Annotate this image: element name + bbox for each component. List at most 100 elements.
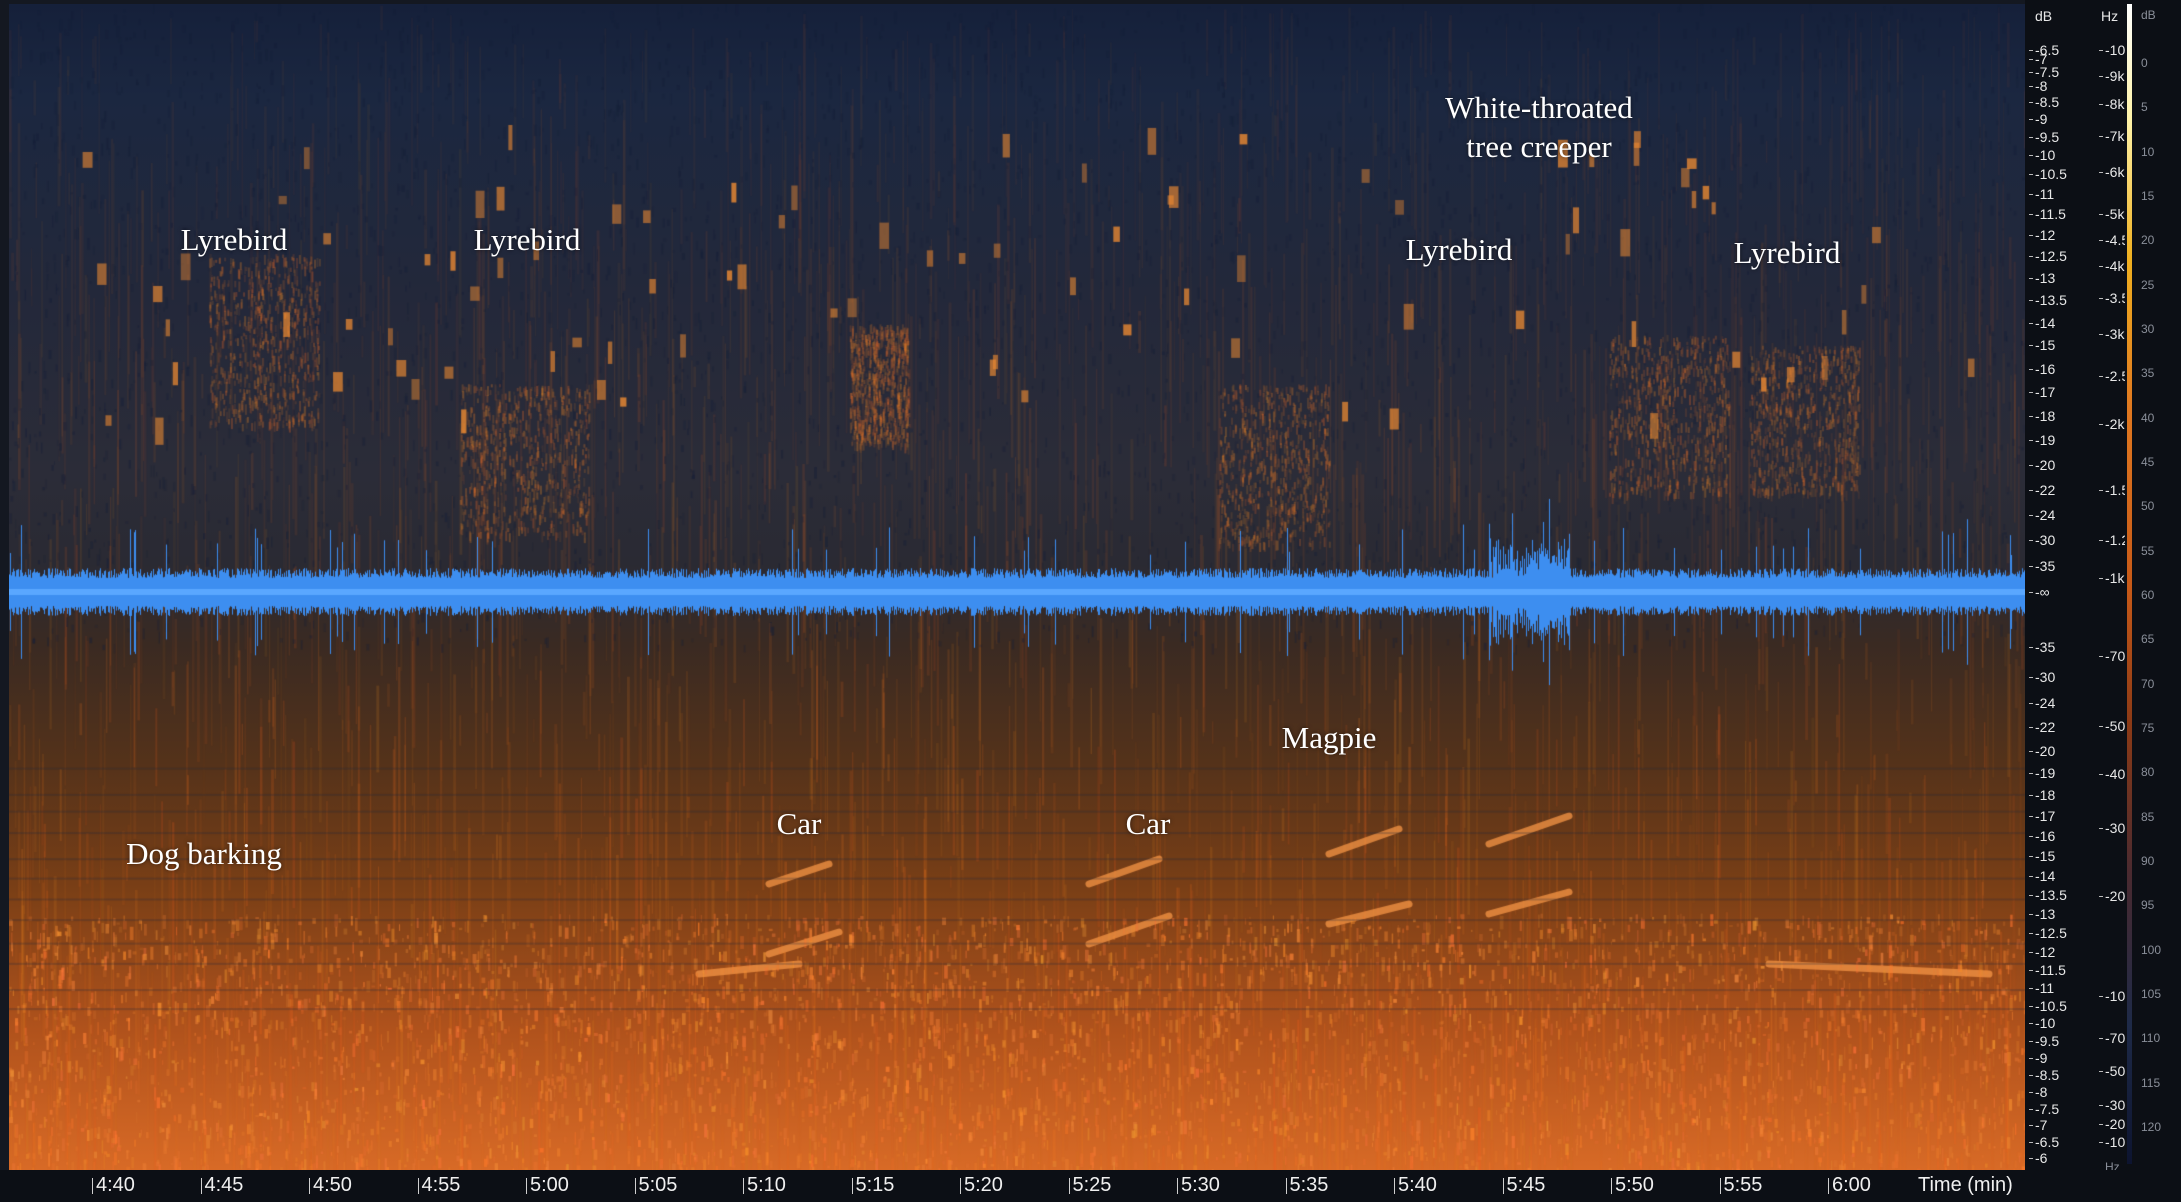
time-tick-13: 5:45 xyxy=(1502,1174,1546,1196)
db-tick-44: -10.5 xyxy=(2029,997,2067,1014)
db-tick-36: -15 xyxy=(2028,848,2056,865)
hz-tick-22: -50 xyxy=(2098,1063,2126,1079)
color-tick-15: 75 xyxy=(2141,721,2155,735)
db-tick-51: -7 xyxy=(2028,1117,2048,1134)
db-tick-32: -19 xyxy=(2028,765,2056,782)
db-tick-3: -8 xyxy=(2028,78,2048,95)
db-tick-49: -8 xyxy=(2028,1083,2048,1100)
db-tick-12: -12.5 xyxy=(2029,248,2067,265)
annotation-lyrebird-1: Lyrebird xyxy=(180,222,288,257)
color-scale-header: dB xyxy=(2141,8,2156,22)
db-tick-52: -6.5 xyxy=(2028,1133,2060,1150)
color-tick-12: 60 xyxy=(2141,588,2155,602)
annotation-car-2: Car xyxy=(1125,806,1171,841)
db-tick-13: -13 xyxy=(2028,269,2056,286)
time-tick-11: 5:35 xyxy=(1285,1174,1329,1196)
db-tick-5: -9 xyxy=(2028,111,2048,128)
time-axis: 4:40 4:45 4:50 4:55 5:00 5:05 5:10 5:15 5:20 5:25… xyxy=(0,1170,2181,1202)
db-tick-43: -11 xyxy=(2028,979,2055,996)
db-tick-26: -∞ xyxy=(2029,584,2050,600)
annotation-treecreeper: White-throated tree creeper xyxy=(1445,90,1633,164)
hz-tick-5: -5k xyxy=(2098,206,2125,222)
db-tick-16: -15 xyxy=(2028,337,2056,354)
db-tick-24: -30 xyxy=(2028,532,2056,549)
color-tick-22: 110 xyxy=(2141,1031,2161,1046)
time-tick-4: 5:00 xyxy=(526,1174,569,1196)
db-tick-17: -16 xyxy=(2028,360,2056,377)
time-tick-5: 5:05 xyxy=(634,1174,678,1196)
db-tick-2: -7.5 xyxy=(2028,63,2060,80)
db-tick-47: -9 xyxy=(2028,1049,2048,1066)
hz-tick-1: -9k xyxy=(2098,68,2125,84)
color-intensity-scale: dB 0 5 10 15 20 25 30 35 40 45 50 55 60 65 70 75 80 85 90 9… xyxy=(2125,0,2181,1170)
time-tick-8: 5:20 xyxy=(960,1174,1003,1196)
db-tick-9: -11 xyxy=(2028,185,2055,202)
time-tick-10: 5:30 xyxy=(1177,1174,1220,1196)
db-tick-27: -35 xyxy=(2028,639,2056,656)
db-tick-40: -12.5 xyxy=(2029,925,2067,942)
color-tick-1: 5 xyxy=(2141,100,2148,115)
db-tick-45: -10 xyxy=(2028,1015,2056,1032)
color-tick-14: 70 xyxy=(2141,676,2155,691)
color-tick-24: 120 xyxy=(2141,1120,2162,1134)
color-tick-10: 50 xyxy=(2141,499,2155,514)
hz-tick-23: -30 xyxy=(2098,1097,2126,1113)
hz-tick-21: -70 xyxy=(2098,1030,2126,1046)
db-tick-23: -24 xyxy=(2028,506,2056,523)
hz-tick-25: -10 xyxy=(2098,1134,2126,1150)
db-tick-1: -7 xyxy=(2028,51,2048,68)
hz-tick-24: -20 xyxy=(2098,1116,2126,1132)
db-tick-7: -10 xyxy=(2028,147,2056,164)
time-tick-2: 4:50 xyxy=(309,1174,352,1196)
spectrogram-canvas[interactable] xyxy=(9,4,2025,1170)
db-tick-10: -11.5 xyxy=(2029,206,2066,223)
time-tick-3: 4:55 xyxy=(417,1174,461,1196)
time-tick-12: 5:40 xyxy=(1394,1174,1437,1196)
color-tick-17: 85 xyxy=(2141,809,2155,824)
db-tick-30: -22 xyxy=(2028,719,2056,736)
annotation-car-1: Car xyxy=(776,806,822,841)
db-tick-25: -35 xyxy=(2028,558,2056,575)
db-tick-21: -20 xyxy=(2028,457,2056,473)
db-tick-29: -24 xyxy=(2028,694,2056,711)
db-tick-22: -22 xyxy=(2028,481,2056,498)
color-tick-6: 30 xyxy=(2141,322,2155,336)
color-tick-13: 65 xyxy=(2141,632,2155,647)
time-tick-7: 5:15 xyxy=(851,1174,895,1196)
colorbar xyxy=(2127,4,2132,1164)
db-tick-20: -19 xyxy=(2028,432,2056,449)
db-tick-31: -20 xyxy=(2028,742,2056,759)
db-tick-14: -13.5 xyxy=(2029,292,2067,308)
color-tick-0: 0 xyxy=(2141,56,2148,70)
db-scale-header: dB xyxy=(2035,8,2053,24)
db-tick-46: -9.5 xyxy=(2028,1032,2060,1049)
db-tick-15: -14 xyxy=(2028,314,2056,331)
hz-scale-header: Hz xyxy=(2101,8,2119,24)
time-tick-1: 4:45 xyxy=(200,1174,244,1196)
db-tick-41: -12 xyxy=(2028,943,2056,960)
annotation-magpie: Magpie xyxy=(1281,720,1377,755)
db-tick-35: -16 xyxy=(2028,828,2056,845)
hz-tick-14: -1k xyxy=(2098,570,2125,586)
time-axis-label: Time (min) xyxy=(1918,1174,2013,1196)
time-tick-9: 5:25 xyxy=(1068,1174,1112,1196)
db-tick-28: -30 xyxy=(2028,668,2056,685)
db-tick-4: -8.5 xyxy=(2028,94,2060,111)
db-tick-53: -6 xyxy=(2028,1150,2048,1166)
color-tick-8: 40 xyxy=(2141,410,2155,425)
time-tick-6: 5:10 xyxy=(743,1174,786,1196)
hz-tick-3: -7k xyxy=(2098,128,2125,144)
annotation-dog-barking: Dog barking xyxy=(126,836,282,871)
color-tick-20: 100 xyxy=(2141,942,2162,957)
spectrogram-display[interactable]: Lyrebird Lyrebird Lyrebird Lyrebird Whit… xyxy=(9,4,2025,1170)
time-tick-14: 5:50 xyxy=(1611,1174,1654,1196)
db-tick-38: -13.5 xyxy=(2029,887,2067,904)
color-tick-5: 25 xyxy=(2141,277,2155,292)
db-tick-42: -11.5 xyxy=(2029,961,2066,978)
db-tick-37: -14 xyxy=(2028,868,2056,885)
db-tick-18: -17 xyxy=(2028,384,2056,401)
hz-tick-2: -8k xyxy=(2098,96,2125,112)
db-tick-39: -13 xyxy=(2028,906,2056,923)
color-tick-9: 45 xyxy=(2141,455,2155,469)
